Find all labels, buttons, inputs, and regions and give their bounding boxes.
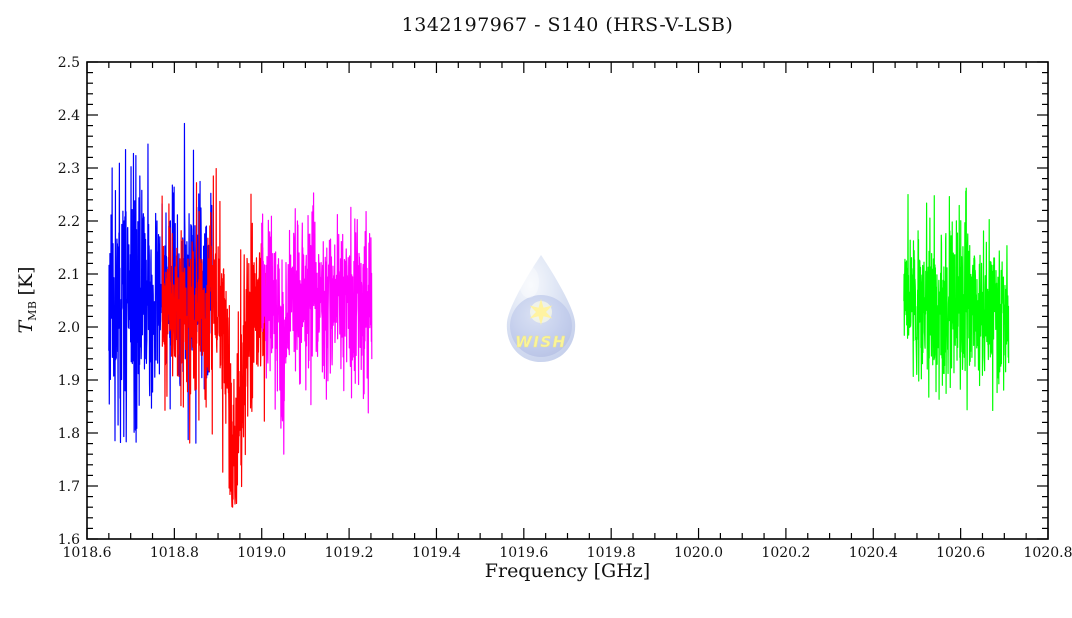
y-axis-label-unit: [K]: [15, 266, 37, 296]
spectrum-segment-blue: [108, 122, 213, 444]
y-tick-label: 2.0: [58, 320, 80, 336]
y-tick-label: 2.1: [58, 267, 80, 283]
x-tick-label: 1019.8: [587, 545, 636, 561]
star-icon: [529, 299, 553, 325]
y-tick-label: 1.7: [58, 479, 80, 495]
x-tick-label: 1018.8: [150, 545, 199, 561]
y-tick-label: 2.2: [58, 214, 80, 230]
x-tick-label: 1019.6: [499, 545, 548, 561]
y-tick-label: 1.8: [58, 426, 80, 442]
x-tick-label: 1020.6: [936, 545, 985, 561]
y-tick-label: 2.3: [58, 161, 80, 177]
spectrum-segment-magenta: [261, 192, 373, 455]
y-tick-label: 1.6: [58, 532, 80, 548]
x-tick-label: 1020.8: [1024, 545, 1072, 561]
x-axis-label: Frequency [GHz]: [484, 560, 651, 582]
x-tick-label: 1020.0: [674, 545, 723, 561]
x-tick-label: 1019.0: [237, 545, 286, 561]
y-axis-label-symbol: T: [15, 320, 37, 334]
y-tick-label: 1.9: [58, 373, 80, 389]
x-tick-label: 1018.6: [63, 545, 112, 561]
water-drop-highlight: [519, 266, 539, 298]
y-tick-label: 2.4: [58, 108, 80, 124]
water-drop-sphere: [510, 295, 572, 357]
y-tick-label: 2.5: [58, 55, 80, 71]
x-tick-label: 1019.4: [412, 545, 461, 561]
y-axis-label: TMB [K]: [15, 266, 39, 333]
x-tick-label: 1019.2: [325, 545, 374, 561]
spectrum-segment-red: [161, 167, 266, 508]
chart-title: 1342197967 - S140 (HRS-V-LSB): [401, 14, 734, 36]
wish-label: WISH: [515, 333, 566, 351]
x-tick-label: 1020.4: [849, 545, 898, 561]
x-tick-label: 1020.2: [761, 545, 810, 561]
wish-watermark: ​ WISH: [506, 255, 576, 362]
y-axis-label-subscript: MB: [26, 300, 39, 321]
spectrum-segment-green: [903, 187, 1010, 412]
